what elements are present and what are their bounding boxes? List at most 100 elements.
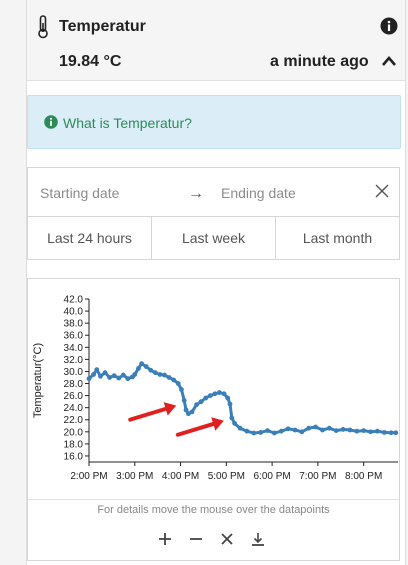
chart-toolbar xyxy=(157,531,266,551)
data-point xyxy=(132,372,138,377)
annotation-arrow-shaft xyxy=(128,406,168,422)
sensor-title: Temperatur xyxy=(59,18,146,35)
data-point xyxy=(244,428,250,434)
y-axis-label: Temperatur(°C) xyxy=(32,343,44,418)
quick-range-buttons: Last 24 hours Last week Last month xyxy=(27,216,400,260)
reset-icon[interactable] xyxy=(219,531,235,547)
info-box[interactable]: What is Temperatur? xyxy=(27,95,401,149)
data-point xyxy=(166,375,172,380)
info-box-link[interactable]: What is Temperatur? xyxy=(63,115,192,131)
data-point xyxy=(175,381,181,386)
data-point xyxy=(354,428,360,434)
x-tick-label: 4:00 PM xyxy=(162,471,199,482)
sensor-panel: Temperatur 19.84 °C a minute ago What is… xyxy=(26,0,406,565)
arrow-right-icon: → xyxy=(188,185,204,202)
info-circle-icon xyxy=(44,115,58,129)
range-last-week[interactable]: Last week xyxy=(152,217,276,259)
annotation-arrow-shaft xyxy=(175,421,216,437)
zoom-out-icon[interactable] xyxy=(188,531,204,547)
data-point xyxy=(361,428,367,434)
data-point xyxy=(162,372,167,378)
data-point xyxy=(320,427,325,433)
data-point xyxy=(181,398,187,403)
data-point xyxy=(285,426,291,432)
zoom-in-icon[interactable] xyxy=(157,531,173,547)
data-point xyxy=(136,366,141,371)
data-point xyxy=(111,373,117,379)
sensor-header[interactable]: Temperatur 19.84 °C a minute ago xyxy=(27,0,405,81)
y-tick-label: 30.0 xyxy=(64,367,84,378)
download-icon[interactable] xyxy=(250,531,266,547)
chevron-up-icon[interactable] xyxy=(381,55,397,67)
data-point xyxy=(183,407,189,413)
info-icon[interactable] xyxy=(380,17,398,35)
data-point xyxy=(221,391,227,397)
x-tick-label: 8:00 PM xyxy=(345,471,382,482)
y-tick-label: 40.0 xyxy=(64,307,84,318)
y-tick-label: 32.0 xyxy=(64,355,84,366)
start-date-input[interactable]: Starting date xyxy=(40,185,120,201)
data-point xyxy=(194,402,199,408)
y-tick-label: 22.0 xyxy=(64,415,84,426)
data-point xyxy=(139,361,145,366)
data-point xyxy=(306,425,312,431)
temperature-chart[interactable]: 16.018.020.022.024.026.028.030.032.034.0… xyxy=(28,279,399,497)
data-point xyxy=(265,428,270,434)
data-point xyxy=(393,430,399,436)
data-point xyxy=(333,428,339,434)
data-point xyxy=(375,428,380,434)
data-point xyxy=(185,411,191,417)
y-tick-label: 24.0 xyxy=(64,403,84,414)
y-tick-label: 36.0 xyxy=(64,331,84,342)
data-point xyxy=(340,427,346,432)
thermometer-icon xyxy=(38,15,48,39)
data-point xyxy=(229,415,235,421)
y-tick-label: 42.0 xyxy=(64,295,84,306)
data-point xyxy=(107,375,112,380)
data-point xyxy=(381,430,387,435)
data-point xyxy=(98,373,103,379)
range-last-month[interactable]: Last month xyxy=(302,230,373,246)
x-tick-label: 5:00 PM xyxy=(208,471,245,482)
y-tick-label: 20.0 xyxy=(64,427,84,438)
data-point xyxy=(388,430,394,436)
data-point xyxy=(86,376,92,382)
data-point xyxy=(227,401,233,407)
data-point xyxy=(203,395,209,401)
data-point xyxy=(148,367,154,373)
annotation-arrow-head xyxy=(211,417,224,431)
x-tick-label: 3:00 PM xyxy=(116,471,153,482)
end-date-input[interactable]: Ending date xyxy=(221,185,296,201)
data-point xyxy=(368,429,373,435)
data-point xyxy=(212,391,218,397)
y-tick-label: 16.0 xyxy=(64,451,84,462)
data-point xyxy=(102,370,108,376)
data-point xyxy=(143,364,149,370)
data-point xyxy=(157,372,163,377)
data-point xyxy=(94,367,100,373)
y-tick-label: 34.0 xyxy=(64,343,84,354)
sensor-value: 19.84 °C xyxy=(59,53,122,70)
data-point xyxy=(313,424,318,430)
data-point xyxy=(272,430,277,436)
data-point xyxy=(152,370,158,376)
y-tick-label: 38.0 xyxy=(64,319,84,330)
data-point xyxy=(278,428,284,434)
y-tick-label: 18.0 xyxy=(64,439,84,450)
chart-container: 16.0 18.0 20.0 22.0 24.0 26.0 28.0 30.0 32.0 34.0… xyxy=(27,278,400,561)
range-last-24-hours[interactable]: Last 24 hours xyxy=(28,217,152,259)
data-point xyxy=(292,427,298,433)
data-point xyxy=(299,429,305,435)
right-background xyxy=(404,0,408,565)
chart-hint: For details move the mouse over the data… xyxy=(97,504,330,516)
data-point xyxy=(116,375,122,381)
data-point xyxy=(171,377,177,383)
data-point xyxy=(198,399,204,405)
close-icon[interactable] xyxy=(375,184,389,198)
data-point xyxy=(91,372,96,377)
data-point xyxy=(251,430,257,436)
x-tick-label: 6:00 PM xyxy=(253,471,290,482)
data-point xyxy=(207,393,213,398)
last-update: a minute ago xyxy=(270,53,369,70)
data-point xyxy=(125,376,131,382)
